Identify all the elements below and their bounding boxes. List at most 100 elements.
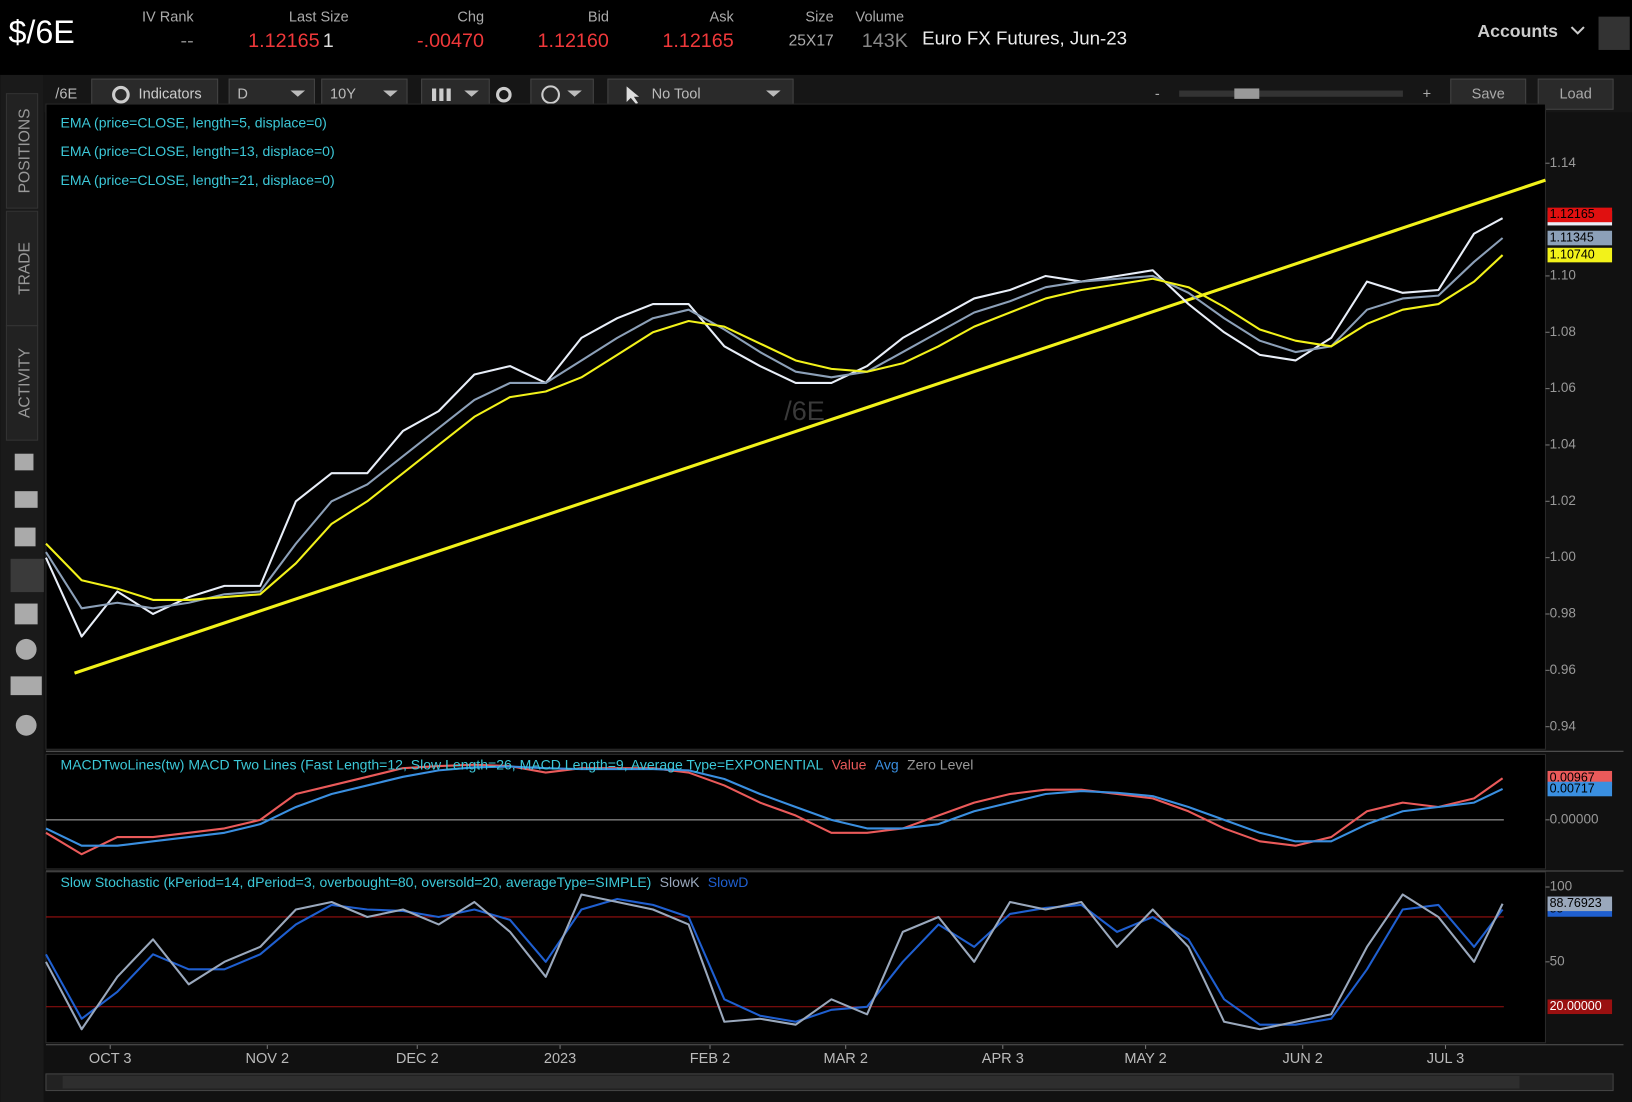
column-label: Size xyxy=(805,10,833,26)
column-label: Last Size xyxy=(289,10,349,26)
last-value-label: 1.10740 xyxy=(1550,247,1595,261)
last-value-label: 0.00717 xyxy=(1550,781,1595,795)
legend-item: Value xyxy=(832,757,867,773)
side-tab[interactable] xyxy=(5,93,39,209)
panel xyxy=(45,871,1546,1044)
toolbar-period[interactable]: 10Y xyxy=(330,87,356,103)
column-value: 1.12160 xyxy=(537,30,608,52)
series-line xyxy=(45,893,1504,1031)
side-tab[interactable] xyxy=(5,325,39,441)
level-label: 20.00000 xyxy=(1550,999,1602,1013)
last-value-box xyxy=(1547,247,1613,263)
y-tick-label: 50 xyxy=(1550,953,1565,968)
y-tick-label: 1.08 xyxy=(1550,324,1576,339)
symbol: $/6E xyxy=(8,14,74,50)
last-price-box xyxy=(1547,207,1613,223)
dropdown-carets xyxy=(290,90,781,97)
icon[interactable] xyxy=(10,676,42,696)
load-button[interactable] xyxy=(1537,78,1614,110)
x-tick-label: JUL 3 xyxy=(1427,1051,1464,1067)
last-value-label: 0.00967 xyxy=(1550,771,1595,785)
toolbar-load[interactable]: Load xyxy=(1559,87,1591,103)
y-tick-label: 0.94 xyxy=(1550,718,1577,733)
x-tick-label: FEB 2 xyxy=(690,1051,730,1067)
scroll-thumb[interactable] xyxy=(62,1075,1520,1089)
zoom-slider[interactable] xyxy=(1179,90,1403,97)
toolbar-save[interactable]: Save xyxy=(1472,87,1505,103)
toolbar-aggregation[interactable]: D xyxy=(237,87,248,103)
toolbar-tool[interactable]: No Tool xyxy=(652,87,701,103)
indicators-icon xyxy=(112,85,130,104)
watermark: /6E xyxy=(784,396,825,426)
series-line xyxy=(45,217,1504,638)
column-value: -- xyxy=(181,30,194,52)
column-label: Chg xyxy=(457,10,484,26)
panel xyxy=(45,753,1546,870)
settings-icon[interactable] xyxy=(496,86,512,103)
toolbar-zoom-out[interactable]: - xyxy=(1155,87,1160,103)
description: Euro FX Futures, Jun-23 xyxy=(922,27,1127,48)
icon[interactable] xyxy=(14,453,34,471)
y-tick-label: 1.14 xyxy=(1550,155,1577,170)
last-value-label: 1.11345 xyxy=(1550,230,1594,244)
series-line xyxy=(45,765,1504,847)
last-value-box xyxy=(1547,896,1613,912)
x-tick-label: MAR 2 xyxy=(823,1051,867,1067)
column-value: 25X17 xyxy=(789,33,834,50)
x-tick-label: NOV 2 xyxy=(245,1051,289,1067)
level-box xyxy=(1547,999,1613,1015)
icon[interactable] xyxy=(15,638,37,660)
drawing-icon xyxy=(541,85,561,105)
study-label: EMA (price=CLOSE, length=13, displace=0) xyxy=(61,143,335,159)
zoom-thumb[interactable] xyxy=(1234,88,1260,99)
side-tab-label: POSITIONS xyxy=(16,108,33,193)
chart-style-icon xyxy=(432,88,451,101)
y-tick-label: 0.98 xyxy=(1550,606,1576,621)
toolbar-zoom-in[interactable]: + xyxy=(1423,87,1432,103)
x-tick-label: 2023 xyxy=(544,1051,576,1067)
column-value: -.00470 xyxy=(417,30,484,52)
series-line xyxy=(45,763,1504,856)
column-value: 1.12165 xyxy=(248,30,319,52)
y-tick-label: 1.02 xyxy=(1550,493,1576,508)
legend-item: SlowD xyxy=(708,874,749,890)
column-label: Bid xyxy=(588,10,609,26)
icon[interactable] xyxy=(14,603,38,625)
column-label: Ask xyxy=(710,10,735,26)
x-tick-label: JUN 2 xyxy=(1282,1051,1322,1067)
y-tick-label: 0.00000 xyxy=(1550,811,1599,826)
column-label: Volume xyxy=(856,10,905,26)
legend-item: Avg xyxy=(875,757,899,773)
last-price-label: 1.12165 xyxy=(1550,207,1595,221)
accounts-caret xyxy=(1570,26,1585,35)
column-value: 143K xyxy=(862,30,908,52)
study-title: Slow Stochastic (kPeriod=14, dPeriod=3, … xyxy=(61,874,652,890)
icon[interactable] xyxy=(14,527,36,547)
last-value-box xyxy=(1547,230,1613,246)
x-tick-label: MAY 2 xyxy=(1124,1051,1166,1067)
side-tab-label: TRADE xyxy=(16,242,33,295)
icon-active[interactable] xyxy=(10,558,44,593)
column-value: 1.12165 xyxy=(662,30,733,52)
series-line xyxy=(45,897,1504,1026)
legend-item: Zero Level xyxy=(907,757,973,773)
icon[interactable] xyxy=(14,491,38,508)
series-line xyxy=(45,254,1504,601)
accounts[interactable]: Accounts xyxy=(1477,21,1558,41)
series-line xyxy=(45,237,1504,610)
side-tab-label: ACTIVITY xyxy=(16,347,33,418)
side-tab[interactable] xyxy=(5,210,39,327)
toolbar-indicators[interactable]: Indicators xyxy=(139,87,202,103)
icon[interactable] xyxy=(15,714,37,736)
legend-item: SlowK xyxy=(660,874,700,890)
cursor-icon xyxy=(626,86,640,105)
y-tick-label: 1.06 xyxy=(1550,380,1576,395)
toolbar-symbol[interactable]: /6E xyxy=(55,87,77,103)
column-label: IV Rank xyxy=(142,10,194,26)
y-tick-label: 100 xyxy=(1550,879,1573,894)
collapse-button[interactable] xyxy=(1598,16,1630,50)
last-value-box xyxy=(1547,781,1613,797)
trendline xyxy=(74,178,1546,675)
x-tick-label: APR 3 xyxy=(982,1051,1024,1067)
